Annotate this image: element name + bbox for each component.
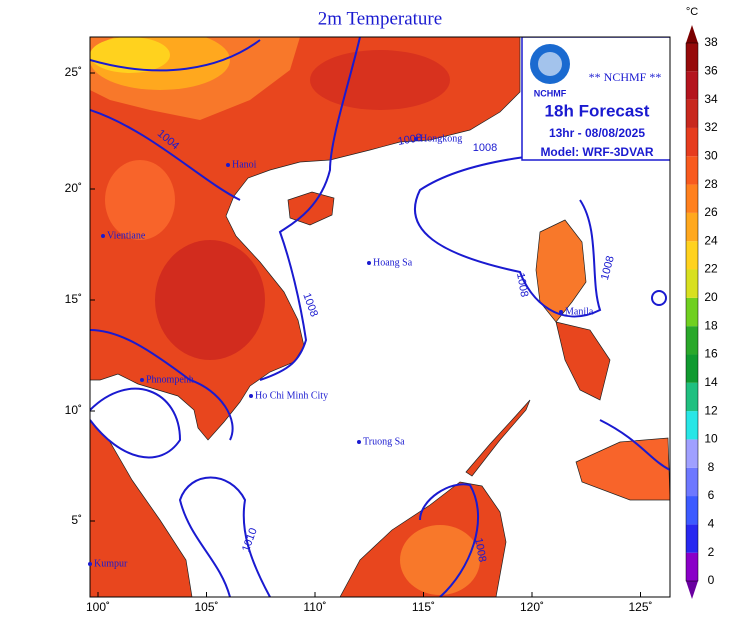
colorbar-segment [686,439,698,468]
colorbar-segment [686,241,698,270]
colorbar-tick: 12 [704,403,718,417]
colorbar-segment [686,156,698,185]
forecast: 18h Forecast [545,101,650,120]
colorbar-segment [686,411,698,440]
colorbar-segment [686,269,698,298]
colorbar-tick: 36 [704,63,718,77]
colorbar-segment [686,382,698,412]
place-label: Truong Sa [363,436,405,447]
colorbar-segment [686,524,698,553]
place-label: Vientiane [107,230,146,241]
place-label: Hoang Sa [373,257,413,268]
model: Model: WRF-3DVAR [540,145,653,159]
logo-text: NCHMF [534,88,567,98]
place-label: Kumpur [94,558,128,569]
lon-label: 110˚ [303,600,326,614]
lat-label: 5˚ [71,513,82,527]
colorbar-tick: 28 [704,177,718,191]
isobar-label: 1008 [472,537,488,563]
colorbar-segment [686,71,698,100]
place-label: Ho Chi Minh City [255,390,328,401]
colorbar-segment [686,99,698,128]
place-dot [559,310,563,314]
colorbar-unit: °C [686,6,698,18]
colorbar-tick: 10 [704,432,718,446]
place-dot [140,378,144,382]
colorbar-frame [685,42,699,582]
colorbar-segment [686,467,698,497]
isobar-label: 1008 [514,272,530,298]
place-label: Phnompenh [146,374,194,385]
place-dot [414,137,418,141]
lat-label: 25˚ [65,65,82,79]
colorbar-tick: 2 [708,545,715,559]
colorbar-tick: 14 [704,375,718,389]
colorbar-tick: 6 [708,488,715,502]
colorbar-tick: 34 [704,92,718,106]
place-label: Manila [565,306,594,317]
colorbar-segment [686,212,698,242]
colorbar-tick: 0 [708,573,715,587]
lat-label: 15˚ [65,292,82,306]
colorbar-segment [686,354,698,383]
lat-label: 20˚ [65,181,82,195]
lon-label: 120˚ [520,600,544,614]
colorbar-segment [686,552,698,581]
place-dot [101,234,105,238]
place-label: Hongkong [420,133,462,144]
agency: ** NCHMF ** [589,70,662,84]
colorbar-segment [686,127,698,157]
colorbar-over [686,25,698,43]
map-area [90,37,670,597]
isobar-label: 1008 [397,132,423,148]
colorbar-tick: 32 [704,120,718,134]
colorbar-segment [686,184,698,213]
colorbar-segment [686,43,698,72]
lon-label: 100˚ [86,600,110,614]
colorbar-tick: 16 [704,347,718,361]
colorbar-tick: 4 [708,517,715,531]
colorbar-tick: 24 [704,233,718,247]
lon-label: 105˚ [194,600,218,614]
map-title: 2m Temperature [318,8,442,29]
place-label: Hanoi [232,159,257,170]
lon-label: 125˚ [628,600,652,614]
colorbar-tick: 22 [704,262,718,276]
colorbar-tick: 26 [704,205,718,219]
place-dot [357,440,361,444]
colorbar-under [686,581,698,599]
place-dot [226,163,230,167]
valid-time: 13hr - 08/08/2025 [549,126,645,140]
place-dot [367,261,371,265]
colorbar-tick: 8 [708,460,715,474]
place-dot [88,562,92,566]
colorbar-segment [686,326,698,355]
colorbar-tick: 38 [704,35,718,49]
isobar-label: 1008 [473,142,497,154]
place-dot [249,394,253,398]
colorbar-segment [686,297,698,327]
colorbar-tick: 30 [704,148,718,162]
lat-label: 10˚ [65,403,82,417]
colorbar-segment [686,496,698,525]
colorbar-tick: 18 [704,318,718,332]
colorbar-tick: 20 [704,290,718,304]
lon-label: 115˚ [412,600,435,614]
